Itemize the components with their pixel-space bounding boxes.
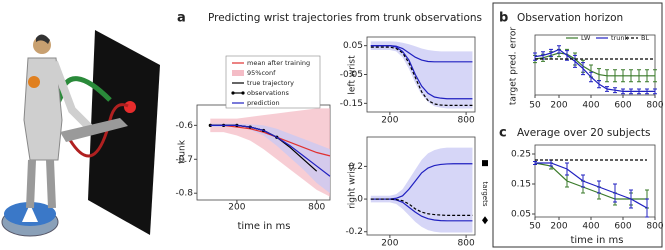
x-tick-label: 400 (582, 101, 599, 111)
panel-title: Predicting wrist trajectories from trunk… (208, 12, 482, 24)
figure: a Predicting wrist trajectories from tru… (0, 0, 665, 250)
confidence-band (371, 148, 473, 233)
y-tick-label: -0.8 (175, 189, 193, 199)
plot: 0.25 0.15 0.05 50 200 400 600 800 Average over 2… (511, 127, 664, 246)
y-tick-label: 0 (357, 195, 363, 205)
target-marker (482, 160, 488, 166)
sensor (28, 76, 40, 88)
y-axis-label: right wrist (348, 163, 358, 209)
plot-frame (535, 35, 655, 95)
x-tick-label: 200 (550, 101, 567, 111)
x-tick-label: 200 (228, 203, 245, 213)
legend-label: observations (247, 89, 289, 97)
x-tick-label: 200 (550, 222, 567, 232)
x-tick-label: 800 (308, 203, 325, 213)
x-tick-label: 50 (529, 222, 541, 232)
line (535, 49, 655, 91)
legend-swatch (232, 70, 244, 76)
plot: -0.6-0.7-0.8200800time in mstrunkmean af… (175, 56, 330, 232)
x-tick-label: 600 (614, 101, 631, 111)
y-tick-label: 0.25 (511, 150, 531, 160)
x-tick-label: 800 (646, 101, 663, 111)
y-tick-label: -0.2 (345, 227, 363, 237)
chart-title: Observation horizon (517, 12, 623, 24)
panel-label: c (499, 126, 507, 141)
legend-label: prediction (247, 99, 280, 107)
panel-label: b (499, 11, 508, 26)
x-axis-label: time in ms (570, 235, 623, 246)
x-tick-label: 800 (458, 116, 475, 126)
y-tick-label: 0.15 (511, 180, 531, 190)
legend-label: 95%conf (247, 69, 276, 77)
error-bar (597, 81, 601, 88)
y-axis-label: target pred. error (509, 27, 519, 106)
legend-label: BL (641, 34, 649, 42)
y-tick-label: -0.6 (175, 121, 193, 131)
target-light (124, 101, 136, 113)
x-tick-label: 600 (614, 222, 631, 232)
panel-label: a (177, 11, 186, 26)
plot-frame (535, 145, 655, 217)
x-tick-label: 800 (458, 239, 475, 249)
page: {"panels":[{"label":"a","title":"Predict… (0, 0, 665, 250)
y-tick-label: 0.05 (343, 41, 363, 51)
legend-label: trunk (611, 34, 628, 42)
legend-marker (231, 91, 234, 94)
legs (30, 160, 52, 208)
legend-label: LW (581, 34, 591, 42)
x-tick-label: 400 (582, 222, 599, 232)
legend-marker (241, 91, 244, 94)
annotation: targets (481, 182, 489, 207)
y-tick-label: -0.15 (340, 99, 363, 109)
y-tick-label: 0.05 (511, 210, 531, 220)
x-tick-label: 200 (381, 116, 398, 126)
y-axis-label: trunk (178, 139, 188, 164)
plot: 50 200 400 600 800 Observation horizon target … (509, 12, 664, 111)
x-axis-label: time in ms (237, 221, 290, 232)
error-bar (573, 55, 577, 67)
y-axis-label: left wrist (348, 55, 358, 95)
target-marker (482, 216, 488, 224)
line (535, 163, 647, 208)
legend-label: true trajectory (247, 79, 294, 87)
chart-title: Average over 20 subjects (517, 127, 650, 139)
illustration (2, 30, 160, 236)
x-tick-label: 800 (646, 222, 663, 232)
legend-label: mean after training (247, 59, 310, 67)
x-tick-label: 200 (381, 239, 398, 249)
line (535, 163, 647, 199)
x-tick-label: 50 (529, 101, 541, 111)
